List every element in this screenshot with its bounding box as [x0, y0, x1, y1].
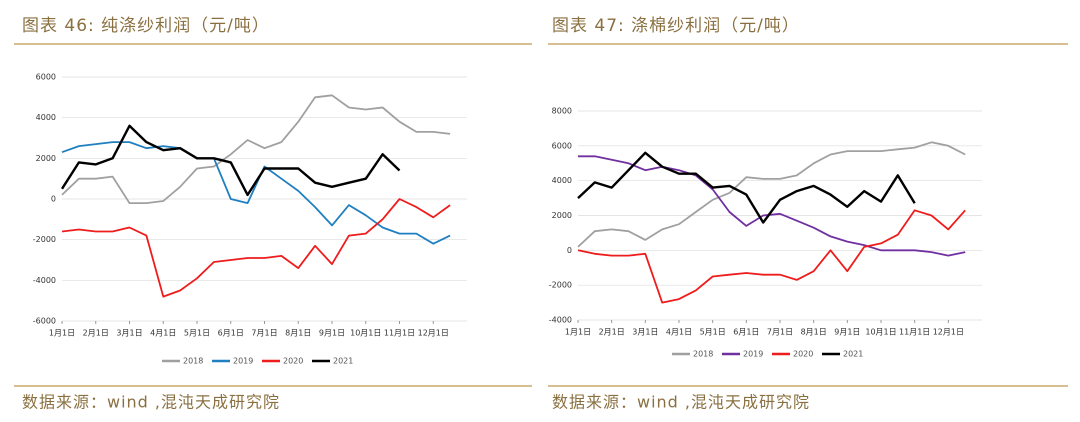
x-tick-label: 10月1日 — [865, 328, 896, 337]
y-tick-label: -6000 — [33, 317, 56, 326]
y-tick-label: 0 — [51, 195, 56, 204]
series-line — [578, 155, 966, 257]
series-line — [60, 124, 401, 197]
x-tick-label: 3月1日 — [116, 329, 142, 338]
legend-label: 2018 — [183, 357, 203, 366]
x-tick-label: 4月1日 — [666, 328, 692, 337]
y-tick-label: 8000 — [552, 107, 572, 116]
x-tick-label: 9月1日 — [834, 328, 860, 337]
x-tick-label: 5月1日 — [700, 328, 726, 337]
source: 数据来源：wind ,混沌天成研究院 — [552, 393, 810, 412]
x-tick-label: 4月1日 — [150, 329, 176, 338]
y-tick-label: 4000 — [36, 113, 56, 122]
y-tick-label: -2000 — [33, 235, 56, 244]
legend-label: 2021 — [843, 350, 863, 359]
y-tick-label: 2000 — [36, 154, 56, 163]
x-tick-label: 1月1日 — [49, 329, 75, 338]
x-tick-label: 5月1日 — [184, 329, 210, 338]
series-line — [61, 141, 451, 245]
series-line — [577, 209, 966, 304]
legend-label: 2020 — [283, 357, 303, 366]
y-tick-label: 0 — [567, 246, 572, 255]
x-tick-label: 11月1日 — [899, 328, 930, 337]
y-tick-label: -4000 — [549, 316, 572, 325]
legend-label: 2019 — [743, 350, 763, 359]
x-tick-label: 12月1日 — [933, 328, 964, 337]
series-line — [61, 198, 451, 298]
x-tick-label: 7月1日 — [251, 329, 277, 338]
x-tick-label: 7月1日 — [767, 328, 793, 337]
legend-label: 2018 — [693, 350, 713, 359]
x-tick-label: 3月1日 — [632, 328, 658, 337]
x-tick-label: 8月1日 — [285, 329, 311, 338]
y-tick-label: 6000 — [36, 73, 56, 82]
y-tick-label: 2000 — [552, 211, 572, 220]
y-tick-label: -2000 — [549, 281, 572, 290]
source: 数据来源：wind ,混沌天成研究院 — [22, 393, 280, 412]
legend-label: 2020 — [793, 350, 813, 359]
y-tick-label: 4000 — [552, 176, 572, 185]
series-line — [61, 94, 451, 204]
series-line — [577, 151, 916, 224]
x-tick-label: 11月1日 — [384, 329, 415, 338]
series-line — [577, 141, 966, 248]
chart-title: 图表 46: 纯涤纱利润（元/吨） — [22, 16, 270, 36]
x-tick-label: 1月1日 — [565, 328, 591, 337]
x-tick-label: 9月1日 — [319, 329, 345, 338]
x-tick-label: 6月1日 — [733, 328, 759, 337]
legend-label: 2021 — [333, 357, 353, 366]
x-tick-label: 10月1日 — [350, 329, 381, 338]
y-tick-label: 6000 — [552, 141, 572, 150]
x-tick-label: 2月1日 — [83, 329, 109, 338]
y-tick-label: -4000 — [33, 276, 56, 285]
chart-title: 图表 47: 涤棉纱利润（元/吨） — [552, 16, 800, 36]
legend-label: 2019 — [233, 357, 253, 366]
x-tick-label: 6月1日 — [218, 329, 244, 338]
x-tick-label: 8月1日 — [801, 328, 827, 337]
x-tick-label: 2月1日 — [599, 328, 625, 337]
x-tick-label: 12月1日 — [418, 329, 449, 338]
